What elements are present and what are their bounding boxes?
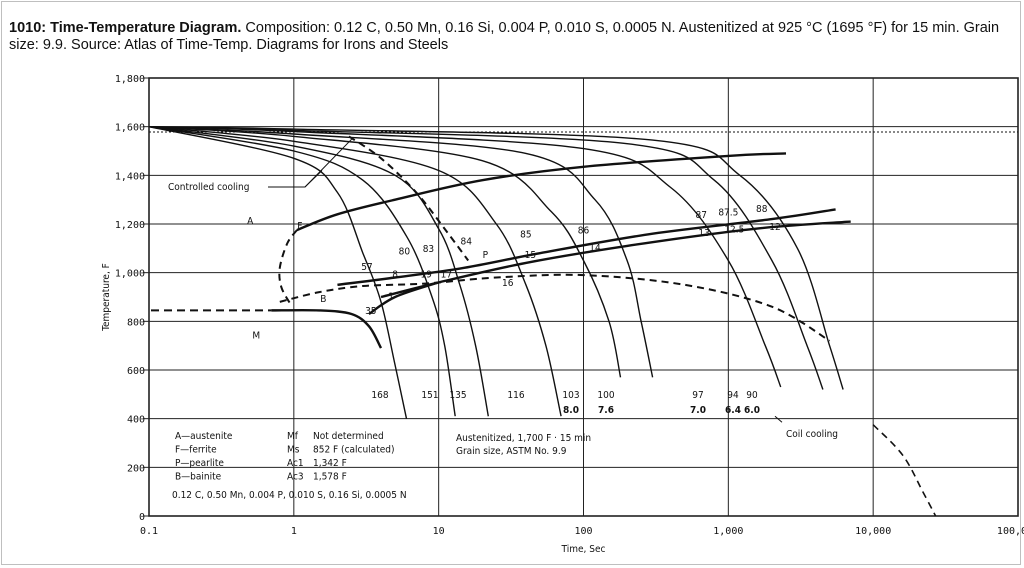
ferrite-finish-dashed [348, 135, 470, 262]
title-text: Composition: 0.12 C, 0.50 Mn, 0.16 Si, 0… [9, 20, 1000, 53]
legend-composition: 0.12 C, 0.50 Mn, 0.004 P, 0.010 S, 0.16 … [172, 490, 407, 501]
percent-label: 80 [399, 246, 411, 257]
coil-cooling-label: Coil cooling [786, 429, 838, 440]
hardness-label: 100 [597, 390, 614, 401]
y-tick-label: 1,600 [115, 123, 145, 134]
legend-temp-key-0: Mf [287, 431, 299, 442]
hardness-label: 135 [449, 390, 466, 401]
percent-label: 8 [392, 270, 398, 281]
cooling-curve-116 [148, 125, 562, 417]
percent-label: 16 [502, 278, 514, 289]
y-tick-label: 400 [127, 415, 145, 426]
controlled-cooling-pointer [268, 170, 323, 188]
cooling-curve-103 [148, 125, 622, 378]
coil-cooling-pointer [774, 415, 783, 423]
hardness-label: 97 [692, 390, 703, 401]
phase-label-A: A [247, 216, 254, 227]
legend-phase-2: P—pearlite [175, 458, 224, 469]
percent-label: 12 [769, 222, 780, 233]
controlled-cooling-pointer-2 [304, 138, 353, 188]
y-tick-label: 1,200 [115, 220, 145, 231]
percent-label: 12.5 [724, 225, 744, 236]
hardness-label: 116 [507, 390, 524, 401]
transformation-end-dashed [279, 273, 831, 342]
percent-label: 1 [388, 291, 394, 302]
cooling-rate-label: 7.0 [690, 405, 706, 416]
percent-label: 87 [696, 210, 707, 221]
percent-label: 86 [578, 226, 590, 237]
legend-austenitize-0: Austenitized, 1,700 F · 15 min [456, 433, 591, 444]
pearlite-start-boundary [337, 208, 836, 287]
y-tick-label: 1,000 [115, 269, 145, 280]
legend-phase-1: F—ferrite [175, 445, 217, 456]
legend-temp-key-3: Ac3 [287, 472, 304, 483]
legend-temp-value-1: 852 F (calculated) [313, 445, 394, 456]
title-bold: 1010: Time-Temperature Diagram. [9, 20, 242, 36]
coil-cooling-curve [872, 424, 937, 517]
cooling-curve-168 [148, 125, 408, 419]
cooling-rate-label: 6.4 [725, 405, 741, 416]
legend-austenitize-1: Grain size, ASTM No. 9.9 [456, 446, 567, 457]
y-tick-label: 800 [127, 317, 145, 328]
hardness-label: 151 [421, 390, 438, 401]
x-tick-label: 0.1 [140, 526, 158, 537]
cooling-rate-label: 7.6 [598, 405, 614, 416]
percent-label: 57 [361, 262, 372, 273]
x-tick-label: 10 [433, 526, 445, 537]
percent-label: 85 [520, 229, 531, 240]
y-tick-label: 600 [127, 366, 145, 377]
y-tick-label: 1,800 [115, 74, 145, 85]
ferrite-nose-dashed [278, 229, 298, 305]
legend-temp-key-1: Ms [287, 445, 300, 456]
phase-label-P: P [483, 250, 489, 261]
phase-label-B: B [320, 294, 326, 305]
legend-temp-value-3: 1,578 F [313, 472, 347, 483]
percent-label: 35 [365, 306, 376, 317]
cooling-rate-label: 8.0 [563, 405, 579, 416]
x-tick-label: 100,000 [997, 526, 1024, 537]
cooling-curve-90 [148, 125, 844, 390]
legend-temp-value-2: 1,342 F [313, 458, 347, 469]
percent-label: 13 [698, 228, 709, 239]
legend-temp-key-2: Ac1 [287, 458, 304, 469]
y-tick-label: 200 [127, 463, 145, 474]
x-tick-label: 100 [574, 526, 592, 537]
cooling-rate-label: 6.0 [744, 405, 760, 416]
hardness-label: 94 [727, 390, 739, 401]
y-tick-label: 0 [139, 512, 145, 523]
cooling-curve-151 [148, 125, 456, 417]
x-tick-label: 1 [291, 526, 297, 537]
hardness-label: 90 [746, 390, 758, 401]
legend-temp-value-0: Not determined [313, 431, 384, 442]
ferrite-start-boundary [296, 152, 787, 232]
y-tick-label: 1,400 [115, 171, 145, 182]
x-tick-label: 10,000 [855, 526, 891, 537]
percent-label: 17 [441, 270, 452, 281]
percent-label: 83 [423, 244, 434, 255]
y-axis-label: Temperature, F [101, 263, 112, 332]
hardness-label: 168 [371, 390, 388, 401]
controlled-cooling-label: Controlled cooling [168, 182, 249, 193]
figure-title: 1010: Time-Temperature Diagram. Composit… [9, 20, 1017, 54]
phase-label-F: F [297, 221, 302, 232]
bainite-start-boundary [368, 281, 440, 316]
cooling-curve-94 [148, 125, 824, 390]
percent-label: 87.5 [718, 207, 738, 218]
cooling-curve-135 [148, 125, 489, 417]
phase-label-M: M [252, 330, 260, 341]
ms-line-solid [271, 308, 383, 349]
legend-phase-3: B—bainite [175, 472, 222, 483]
percent-label: 19 [420, 270, 432, 281]
hardness-label: 103 [562, 390, 579, 401]
percent-label: 15 [525, 250, 536, 261]
percent-label: 14 [589, 243, 601, 254]
x-axis-label: Time, Sec [561, 544, 606, 555]
percent-label: 88 [756, 204, 768, 215]
x-tick-label: 1,000 [713, 526, 743, 537]
percent-label: 84 [461, 237, 473, 248]
legend-phase-0: A—austenite [175, 431, 233, 442]
